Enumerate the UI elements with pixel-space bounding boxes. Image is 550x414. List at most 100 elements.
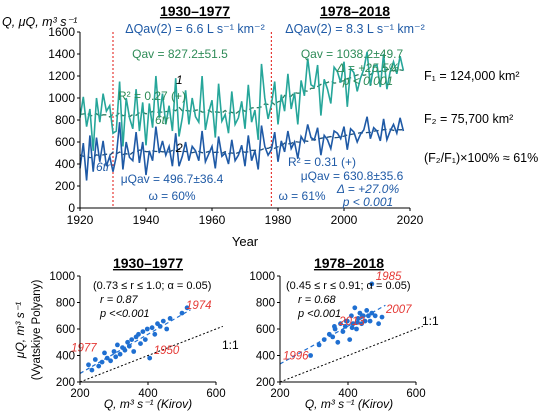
s2-point [340,329,346,334]
s2-point [343,318,349,324]
s2-point [349,325,355,331]
s2-year-label: 2013 [338,316,365,328]
s2-point [355,320,360,325]
scatter-1-p-value: p <<0.001 [99,308,150,320]
s2-point [369,310,375,316]
scatter-1-regression-line [79,309,191,374]
basin-area-f2: F₂ = 75,700 km² [424,112,513,126]
scatter-2-r-range: (0.45 ≤ r ≤ 0.91; α = 0.05) [286,280,411,292]
s2-point [379,314,385,320]
s1-point [142,337,148,342]
s1-year-label: 1977 [71,343,97,355]
trend-label-1: 6tr [155,113,170,127]
series-line-2 [79,116,405,181]
scatter-1-r-range: (0.73 ≤ r ≤ 1.0; α = 0.05) [93,280,211,292]
top-x-tick-label: 2020 [397,213,424,227]
s2-point [335,339,341,345]
top-y-ticks: 0 200 400 600 800 1000 1200 1400 1600 [48,25,80,215]
s2-point [372,313,378,319]
scatter-2-p-value: p <0.001 [297,308,341,320]
s1-y-tick-label: 800 [56,298,75,310]
scatter-1-one-to-one-label: 1:1 [222,338,239,352]
top-x-axis-label: Year [232,234,259,249]
s1-x-tick-label: 200 [70,388,89,400]
s2-point [350,321,356,327]
s1-point [126,343,132,349]
scatter-2-one-to-one-line [279,325,423,383]
s1-y-tick-label: 200 [56,377,75,389]
s1-point [149,325,155,331]
s1-point [136,331,141,337]
s2-x-tick-label: 200 [270,388,289,400]
s1-point [102,350,107,356]
area-ratio: (F₂/F₁)×100% ≈ 61% [424,151,538,165]
scatter-1-points: 1974 1977 1950 [71,300,212,373]
scatter-panel-1930-1977: 1930–1977 200 400 600 800 1000 200 400 600 1974… [13,255,239,411]
s1-point [108,358,113,364]
s1-y-tick-label: 400 [56,351,75,363]
s1-point [147,355,153,361]
s2-year-label: 2007 [385,304,412,316]
s2-y-tick-label: 400 [256,351,275,363]
s2-point [354,326,359,332]
s1-point [89,367,95,373]
s2-point [369,281,375,287]
top-y-tick-label: 1000 [48,91,75,105]
s2-point [308,353,313,358]
s1-point [113,354,119,360]
s2-point [359,313,365,319]
s1-point [160,318,166,324]
top-x-tick-label: 1960 [199,213,226,227]
r2-series-1: R² = 0.27 (+) [118,89,186,103]
basin-area-f1: F₁ = 124,000 km² [424,69,520,83]
s2-point [355,316,361,321]
qav-period-2: Qav = 1038.2±49.7 [301,47,404,61]
period-title-2: 1978–2018 [320,3,390,19]
s2-point [338,321,343,327]
top-y-tick-label: 0 [68,201,75,215]
scatter-1-y-label-site: (Vyatskiye Polyany) [31,280,43,381]
s1-point [184,305,190,311]
s1-y-tick-label: 600 [56,324,75,336]
s2-x-tick-label: 600 [406,388,425,400]
period-dq-1: ΔQav(2) = 6.6 L s⁻¹ km⁻² [125,22,265,36]
trend-label-2: 6tr [96,160,111,174]
s1-point [115,342,120,348]
scatter-2-points: 1985 2013 2007 1996 [283,271,412,363]
s2-point [376,321,381,327]
s2-y-tick-label: 600 [256,324,275,336]
s1-y-tick-label: 1000 [49,271,75,283]
s1-point [131,349,137,354]
s2-point [349,313,354,319]
muq-period-2: μQav = 630.8±35.6 [301,169,404,183]
s2-point [347,337,353,342]
top-y-tick-label: 600 [55,135,75,149]
s1-point [117,351,123,357]
scatter-2-one-to-one-label: 1:1 [422,314,439,328]
top-y-tick-label: 800 [55,113,75,127]
top-x-tick-label: 1920 [67,213,94,227]
delta-muq: Δ = +27.0% [336,182,400,196]
s2-point [367,318,373,324]
top-x-tick-label: 1940 [133,213,160,227]
qav-period-1: Qav = 827.2±51.5 [132,47,228,61]
p-value-muq: p < 0.001 [342,195,393,209]
period-title-1: 1930–1977 [160,3,230,19]
s1-point [144,326,150,332]
s2-point [342,324,348,329]
s2-y-tick-label: 200 [256,377,275,389]
scatter-2-ticks: 200 400 600 800 1000 200 400 600 [249,271,425,400]
time-series-panel: Q, μQ, m³ s⁻¹ 0 200 400 600 800 1000 1200 1400 1… [2,3,538,249]
s2-point [330,334,336,340]
s1-point [140,329,146,334]
s1-point [125,339,130,345]
s2-y-tick-label: 800 [256,298,275,310]
scatter-1-ticks: 200 400 600 800 1000 200 400 600 [49,271,225,400]
s1-point [122,347,128,353]
scatter-1-y-label: μQ, m³ s⁻¹ [13,302,27,359]
top-y-tick-label: 1600 [48,25,75,39]
scatter-1-one-to-one-line [79,325,223,383]
s1-year-label: 1950 [154,345,180,357]
s2-y-tick-label: 1000 [249,271,275,283]
